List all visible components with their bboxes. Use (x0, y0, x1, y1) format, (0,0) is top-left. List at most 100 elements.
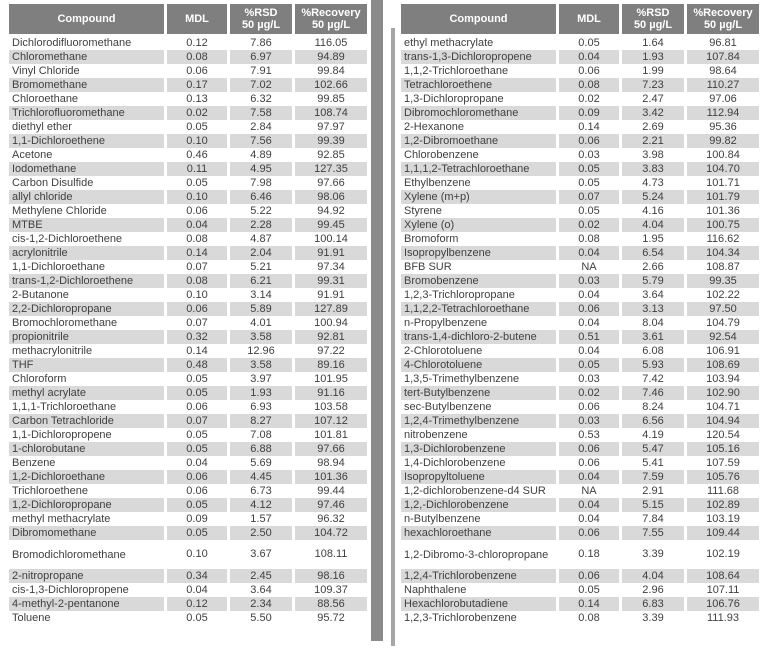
recovery-cell: 92.54 (687, 330, 759, 344)
rsd-cell: 7.84 (622, 512, 684, 526)
mdl-cell: 0.14 (559, 120, 619, 134)
mdl-cell: 0.04 (167, 583, 227, 597)
mdl-cell: 0.06 (559, 442, 619, 456)
mdl-cell: 0.11 (167, 162, 227, 176)
rsd-cell: 2.91 (622, 484, 684, 498)
compound-cell: Styrene (401, 204, 556, 218)
mdl-cell: 0.06 (559, 400, 619, 414)
recovery-header: %Recovery 50 µg/L (295, 4, 367, 36)
compound-cell: Chloroethane (9, 92, 164, 106)
compound-cell: n-Propylbenzene (401, 316, 556, 330)
mdl-cell: 0.04 (559, 288, 619, 302)
recovery-cell: 94.92 (295, 204, 367, 218)
rsd-cell: 6.73 (230, 484, 292, 498)
compound-cell: Ethylbenzene (401, 176, 556, 190)
recovery-cell: 99.82 (687, 134, 759, 148)
recovery-cell: 91.16 (295, 386, 367, 400)
compound-cell: 1,2-Dibromo-3-chloropropane (401, 540, 556, 569)
compound-cell: Xylene (o) (401, 218, 556, 232)
compound-header-label: Compound (57, 13, 116, 25)
rsd-cell: 2.28 (230, 218, 292, 232)
rsd-cell: 1.93 (622, 50, 684, 64)
compound-cell: Chloromethane (9, 50, 164, 64)
recovery-cell: 98.06 (295, 190, 367, 204)
mdl-cell: 0.46 (167, 148, 227, 162)
recovery-cell: 98.94 (295, 456, 367, 470)
table-row: 2-nitropropane 0.34 2.45 98.16 (9, 569, 367, 583)
table-row: Vinyl Chloride 0.06 7.91 99.84 (9, 64, 367, 78)
recovery-cell: 111.68 (687, 484, 759, 498)
mdl-cell: 0.02 (559, 386, 619, 400)
table-row: n-Butylbenzene 0.04 7.84 103.19 (401, 512, 759, 526)
table-row: 1,1,2-Trichloroethane 0.06 1.99 98.64 (401, 64, 759, 78)
mdl-cell: 0.09 (167, 512, 227, 526)
table-row: Dibromochloromethane 0.09 3.42 112.94 (401, 106, 759, 120)
rsd-cell: 4.87 (230, 232, 292, 246)
rsd-cell: 4.04 (622, 218, 684, 232)
rsd-cell: 6.21 (230, 274, 292, 288)
recovery-cell: 88.56 (295, 597, 367, 611)
recovery-cell: 102.19 (687, 540, 759, 569)
rsd-cell: 8.24 (622, 400, 684, 414)
mdl-header-label: MDL (185, 13, 209, 25)
table-row: nitrobenzene 0.53 4.19 120.54 (401, 428, 759, 442)
recovery-cell: 101.81 (295, 428, 367, 442)
mdl-cell: 0.06 (559, 569, 619, 583)
table-row: 1,2,3-Trichlorobenzene 0.08 3.39 111.93 (401, 611, 759, 625)
recovery-cell: 107.12 (295, 414, 367, 428)
recovery-cell: 95.72 (295, 611, 367, 625)
compound-cell: propionitrile (9, 330, 164, 344)
mdl-cell: 0.04 (559, 316, 619, 330)
recovery-cell: 92.85 (295, 148, 367, 162)
mdl-cell: NA (559, 484, 619, 498)
recovery-cell: 127.35 (295, 162, 367, 176)
rsd-cell: 3.13 (622, 302, 684, 316)
recovery-cell: 97.22 (295, 344, 367, 358)
mdl-cell: 0.03 (559, 372, 619, 386)
recovery-cell: 99.44 (295, 484, 367, 498)
rsd-cell: 3.97 (230, 372, 292, 386)
table-row: BFB SUR NA 2.66 108.87 (401, 260, 759, 274)
rsd-cell: 7.91 (230, 64, 292, 78)
mdl-cell: 0.08 (559, 78, 619, 92)
compound-cell: Chlorobenzene (401, 148, 556, 162)
table-row: Tetrachloroethene 0.08 7.23 110.27 (401, 78, 759, 92)
rsd-cell: 7.08 (230, 428, 292, 442)
rsd-header: %RSD 50 µg/L (622, 4, 684, 36)
compound-cell: THF (9, 358, 164, 372)
table-row: 2-Hexanone 0.14 2.69 95.36 (401, 120, 759, 134)
mdl-cell: 0.02 (559, 218, 619, 232)
table-row: Iodomethane 0.11 4.95 127.35 (9, 162, 367, 176)
compound-cell: 1,2,3-Trichloropropane (401, 288, 556, 302)
mdl-cell: 0.13 (167, 92, 227, 106)
mdl-cell: 0.07 (167, 316, 227, 330)
mdl-cell: 0.12 (167, 36, 227, 50)
table-row: Chloroethane 0.13 6.32 99.85 (9, 92, 367, 106)
table-row: methyl methacrylate 0.09 1.57 96.32 (9, 512, 367, 526)
recovery-cell: 94.89 (295, 50, 367, 64)
table-row: 1,3-Dichlorobenzene 0.06 5.47 105.16 (401, 442, 759, 456)
table-row: tert-Butylbenzene 0.02 7.46 102.90 (401, 386, 759, 400)
table-row: 1,1,2,2-Tetrachloroethane 0.06 3.13 97.50 (401, 302, 759, 316)
rsd-header-label-line2: 50 µg/L (241, 19, 281, 31)
recovery-cell: 127.89 (295, 302, 367, 316)
rsd-cell: 8.04 (622, 316, 684, 330)
table-row: n-Propylbenzene 0.04 8.04 104.79 (401, 316, 759, 330)
rsd-header-label-line1: %RSD (244, 7, 278, 19)
mdl-header: MDL (559, 4, 619, 36)
mdl-cell: 0.04 (559, 344, 619, 358)
mdl-cell: 0.05 (559, 358, 619, 372)
table-row: 1,1,1-Trichloroethane 0.06 6.93 103.58 (9, 400, 367, 414)
compound-cell: 4-methyl-2-pentanone (9, 597, 164, 611)
rsd-cell: 4.01 (230, 316, 292, 330)
rsd-cell: 5.69 (230, 456, 292, 470)
compound-cell: Carbon Disulfide (9, 176, 164, 190)
table-row: Bromomethane 0.17 7.02 102.66 (9, 78, 367, 92)
mdl-cell: 0.02 (559, 92, 619, 106)
rsd-cell: 7.42 (622, 372, 684, 386)
mdl-cell: 0.06 (559, 526, 619, 540)
compound-cell: trans-1,2-Dichloroethene (9, 274, 164, 288)
recovery-cell: 101.95 (295, 372, 367, 386)
recovery-cell: 97.46 (295, 498, 367, 512)
rsd-cell: 8.27 (230, 414, 292, 428)
